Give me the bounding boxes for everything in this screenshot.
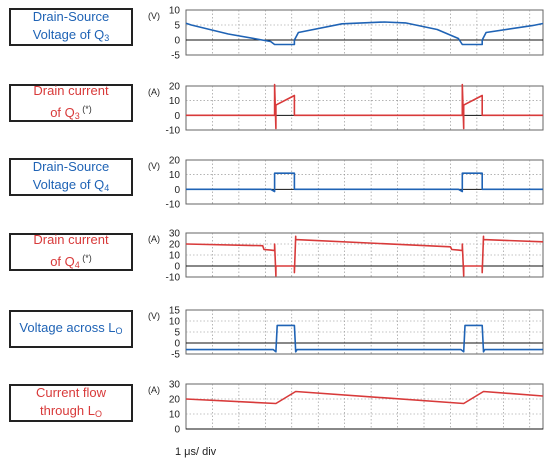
panel-1: -5 0 5 10 (V) — [148, 6, 544, 62]
signal-label-box: Voltage across LO — [9, 310, 133, 348]
subscript: O — [94, 408, 102, 419]
y-tick-label: 20 — [169, 156, 181, 167]
signal-label-line1: Drain current — [33, 82, 109, 98]
signal-label-box: Current flow through LO — [9, 384, 133, 422]
signal-label-line1: Drain current — [33, 231, 109, 247]
signal-label-line1: Drain-Source — [32, 158, 110, 174]
plot-frame — [185, 159, 544, 205]
y-tick-label: 30 — [169, 380, 181, 391]
subscript: 4 — [104, 182, 110, 193]
unit-label: (A) — [148, 385, 160, 395]
signal-label-line1: Drain-Source — [32, 8, 110, 24]
y-tick-label: 10 — [169, 251, 181, 262]
y-tick-label: 10 — [169, 6, 181, 17]
y-tick-label: 0 — [174, 262, 180, 273]
subscript: 4 — [74, 259, 80, 270]
plot-frame — [185, 383, 544, 430]
y-tick-label: 10 — [169, 170, 181, 181]
signal-label-box: Drain-Source Voltage of Q4 — [9, 158, 133, 196]
subscript: 3 — [104, 32, 110, 43]
y-tick-label: 20 — [169, 82, 181, 93]
waveform-series — [185, 21, 544, 46]
subscript: 3 — [74, 110, 80, 121]
y-tick-label: 0 — [174, 425, 180, 436]
y-tick-label: -10 — [166, 126, 181, 137]
signal-label-line2: of Q4 (*) — [50, 252, 92, 270]
panel-6: 0 10 20 30 (A) — [148, 380, 544, 436]
y-tick-label: 20 — [169, 395, 181, 406]
panel-2: -10 0 10 20 (A) — [148, 82, 544, 137]
y-tick-label: -5 — [171, 350, 180, 361]
y-tick-label: 0 — [174, 111, 180, 122]
waveform-series — [186, 172, 543, 193]
subscript: O — [115, 325, 123, 336]
signal-label-line1: Voltage across LO — [19, 319, 123, 336]
unit-label: (V) — [148, 11, 160, 21]
oscilloscope-panels: -50510(V)-1001020(A)-1001020(V)-10010203… — [148, 6, 544, 436]
y-tick-label: -5 — [171, 51, 180, 62]
signal-label-box: Drain-Source Voltage of Q3 — [9, 8, 133, 46]
signal-label-line2: through LO — [40, 402, 102, 419]
y-tick-label: 15 — [169, 306, 181, 317]
footnote-marker: (*) — [79, 103, 92, 114]
footnote-marker: (*) — [79, 252, 92, 263]
signal-label-line2: Voltage of Q3 — [32, 26, 110, 43]
signal-label-line1: Current flow — [35, 384, 107, 400]
signal-label-line2: Voltage of Q4 — [32, 176, 110, 193]
signal-label-line2: of Q3 (*) — [50, 103, 92, 121]
plot-frame — [185, 9, 544, 56]
plot-frame — [185, 85, 544, 131]
timebase-label: 1 μs/ div — [175, 446, 217, 458]
panel-3: -10 0 10 20 (V) — [148, 156, 544, 211]
signal-label-box: Drain current of Q3 (*) — [9, 82, 133, 122]
signal-label-box: Drain current of Q4 (*) — [9, 231, 133, 271]
y-tick-label: 10 — [169, 96, 181, 107]
y-tick-label: 0 — [174, 36, 180, 47]
unit-label: (A) — [148, 87, 160, 97]
waveform-series — [185, 390, 544, 405]
waveform-series — [185, 235, 544, 277]
unit-label: (V) — [148, 311, 160, 321]
y-tick-label: 0 — [174, 185, 180, 196]
y-tick-label: 5 — [174, 328, 180, 339]
y-tick-label: 30 — [169, 229, 181, 240]
waveform-series — [186, 324, 543, 353]
y-tick-label: -10 — [166, 273, 181, 284]
unit-label: (V) — [148, 161, 160, 171]
y-tick-label: -10 — [166, 200, 181, 211]
y-tick-label: 20 — [169, 240, 181, 251]
y-tick-label: 0 — [174, 339, 180, 350]
waveform-series — [186, 83, 543, 130]
unit-label: (A) — [148, 234, 160, 244]
y-tick-label: 10 — [169, 317, 181, 328]
y-tick-label: 5 — [174, 21, 180, 32]
y-tick-label: 10 — [169, 410, 181, 421]
